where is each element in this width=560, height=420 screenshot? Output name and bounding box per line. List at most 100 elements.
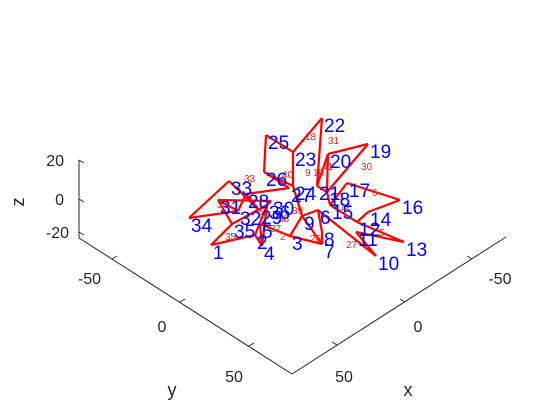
edge-28-32: [237, 193, 247, 212]
y-tick-label-50: 50: [225, 369, 243, 386]
node-label-19: 19: [370, 142, 391, 163]
node-label-8: 8: [324, 230, 335, 251]
node-label-14: 14: [370, 210, 392, 231]
edge-22-23: [292, 117, 323, 153]
node-label-10: 10: [378, 254, 399, 275]
node-label-20: 20: [330, 152, 351, 173]
node-label-1: 1: [213, 243, 224, 264]
edge-1-35: [210, 223, 233, 246]
node-label-24: 24: [295, 184, 317, 205]
edge-label-37: 37: [270, 224, 282, 235]
node-label-15: 15: [332, 203, 353, 224]
edge-29-36: [258, 204, 268, 211]
edge-12-15: [329, 204, 358, 223]
edge-8-6: [316, 209, 324, 233]
y-tick-0: [179, 298, 186, 303]
node-label-7: 7: [324, 242, 335, 263]
edge-label-33: 33: [244, 174, 256, 185]
edge-20-19: [327, 142, 369, 156]
x-tick-label-50: 50: [335, 369, 353, 386]
node-label-5: 5: [262, 222, 273, 243]
edge-10-11: [355, 231, 377, 257]
z-tick-label-0: 0: [55, 192, 64, 209]
edge-label-30: 30: [361, 162, 373, 173]
edge-label-9: 9: [305, 168, 311, 179]
edge-27-28: [245, 186, 290, 196]
edge-7-9: [301, 215, 323, 245]
node-label-22: 22: [324, 116, 345, 137]
edge-11-13: [355, 230, 405, 244]
node-label-27: 27: [291, 186, 312, 207]
edge-label-38: 38: [278, 214, 290, 225]
edge-17-15: [329, 182, 348, 206]
edge-23-25: [265, 134, 294, 153]
node-label-12: 12: [359, 220, 380, 241]
edge-label-31: 31: [328, 136, 340, 147]
edge-2-36: [253, 204, 269, 236]
y-axis-line: [78, 237, 293, 375]
node-label-11: 11: [358, 230, 378, 251]
node-label-23: 23: [295, 150, 316, 171]
edge-label-2: 2: [280, 232, 286, 243]
edge-25-26: [262, 134, 268, 173]
x-axis-line: [291, 236, 507, 375]
z-tick-label-neg20: -20: [46, 225, 69, 242]
node-label-18: 18: [329, 190, 350, 211]
edge-label-10: 10: [313, 168, 325, 179]
edge-24-9: [291, 185, 304, 217]
y-tick-label-0: 0: [158, 319, 167, 336]
z-axis-label: z: [8, 198, 28, 207]
node-label-35: 35: [234, 222, 255, 243]
node-label-30: 30: [273, 199, 294, 220]
node-label-34: 34: [191, 216, 213, 237]
node-label-9: 9: [304, 214, 315, 235]
node-label-17: 17: [349, 181, 370, 202]
edge-16-17: [346, 181, 401, 202]
edge-label-11: 11: [334, 192, 345, 203]
edge-label-18: 18: [305, 132, 317, 143]
y-axis-label: y: [168, 380, 177, 400]
edge-34-32: [188, 209, 239, 220]
edge-21-22: [315, 117, 324, 187]
x-axis-label: x: [404, 380, 413, 400]
y-tick-label-neg50: -50: [78, 271, 101, 288]
node-label-26: 26: [266, 170, 287, 191]
node-label-16: 16: [402, 198, 423, 219]
edge-33-34: [188, 180, 230, 219]
z-tick-label-20: 20: [46, 153, 64, 170]
node-label-2: 2: [257, 233, 268, 254]
edge-32-31: [217, 199, 239, 212]
edge-31-30: [217, 198, 272, 203]
edge-29-33: [228, 180, 260, 211]
edge-label-5: 5: [379, 228, 385, 239]
node-label-32: 32: [240, 209, 261, 230]
edge-35-31: [217, 199, 233, 225]
edge-label-41: 41: [322, 162, 334, 173]
node-label-13: 13: [406, 240, 427, 261]
x-tick-label-neg50: -50: [488, 271, 511, 288]
edge-label-6: 6: [372, 188, 378, 199]
edge-12-14: [356, 211, 369, 223]
edge-label-35: 35: [225, 232, 237, 243]
edge-9-6: [301, 208, 319, 218]
node-label-4: 4: [264, 244, 275, 265]
axes: 20 0 -20 -50 0 50 -50 0 50 z y x: [8, 153, 512, 400]
edge-1-2: [210, 233, 256, 247]
z-tick-20: [78, 159, 85, 164]
edge-26-24: [263, 171, 294, 187]
node-label-29: 29: [261, 208, 282, 229]
edge-label-36: 36: [258, 210, 270, 221]
edge-label-12: 12: [340, 202, 352, 213]
edge-18-21: [316, 185, 328, 193]
edge-19-18: [326, 143, 369, 193]
x-tick-label-0: 0: [414, 319, 423, 336]
node-label-28: 28: [248, 192, 269, 213]
z-tick-neg20: [78, 231, 85, 236]
edge-label-34: 34: [217, 200, 229, 211]
edge-13-12: [356, 220, 405, 244]
z-tick-0: [78, 198, 85, 203]
edge-14-16: [367, 198, 401, 214]
